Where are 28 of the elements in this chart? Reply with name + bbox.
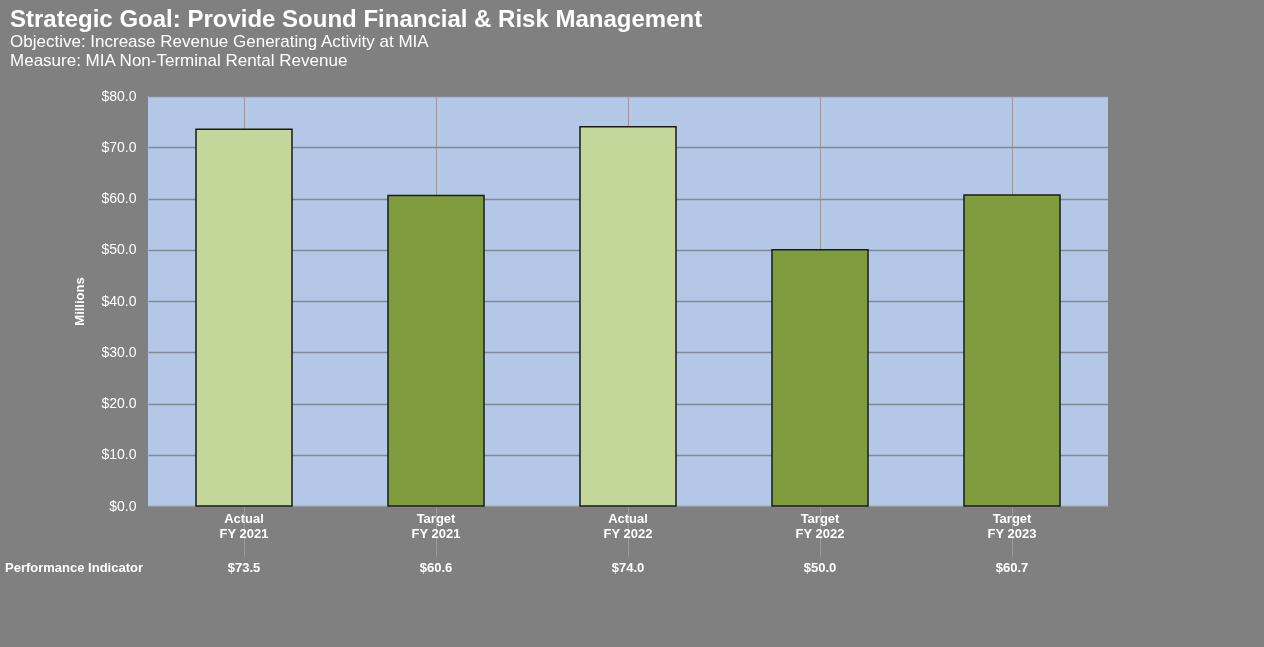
y-tick-label: $20.0 (101, 395, 137, 411)
y-tick-label: $0.0 (109, 497, 137, 514)
data-label: $60.6 (419, 560, 453, 575)
y-tick-label: $30.0 (101, 343, 137, 360)
bar (771, 249, 869, 507)
y-tick-label: $60.0 (101, 190, 137, 206)
chart-subtitle: Objective: Increase Revenue Generating Activity at MIA Measure: MIA Non-Terminal Rental Revenue (10, 32, 430, 70)
y-tick-label: $70.0 (101, 138, 137, 155)
x-tick-label: Target FY 2022 (795, 510, 845, 541)
x-tick-label: Target FY 2023 (987, 510, 1037, 541)
y-tick-label: $50.0 (101, 241, 137, 258)
bar (963, 194, 1061, 507)
x-tick-label: Target FY 2021 (411, 510, 461, 541)
chart-title: Strategic Goal: Provide Sound Financial & Risk Management (10, 5, 703, 32)
data-label: $74.0 (611, 560, 645, 575)
y-axis-title: Millions (72, 277, 88, 326)
data-label: $73.5 (227, 560, 261, 575)
text: Performance Indicator (5, 560, 143, 575)
bar (195, 128, 293, 507)
y-tick-label: $40.0 (101, 292, 137, 309)
x-tick-label: Actual FY 2022 (603, 510, 653, 541)
x-tick-label: Actual FY 2021 (219, 510, 269, 541)
bar (579, 126, 677, 507)
y-tick-label: $80.0 (101, 87, 137, 104)
bar (387, 194, 485, 507)
y-tick-label: $10.0 (101, 446, 137, 463)
data-label: $60.7 (995, 560, 1029, 575)
data-label: $50.0 (803, 560, 837, 575)
